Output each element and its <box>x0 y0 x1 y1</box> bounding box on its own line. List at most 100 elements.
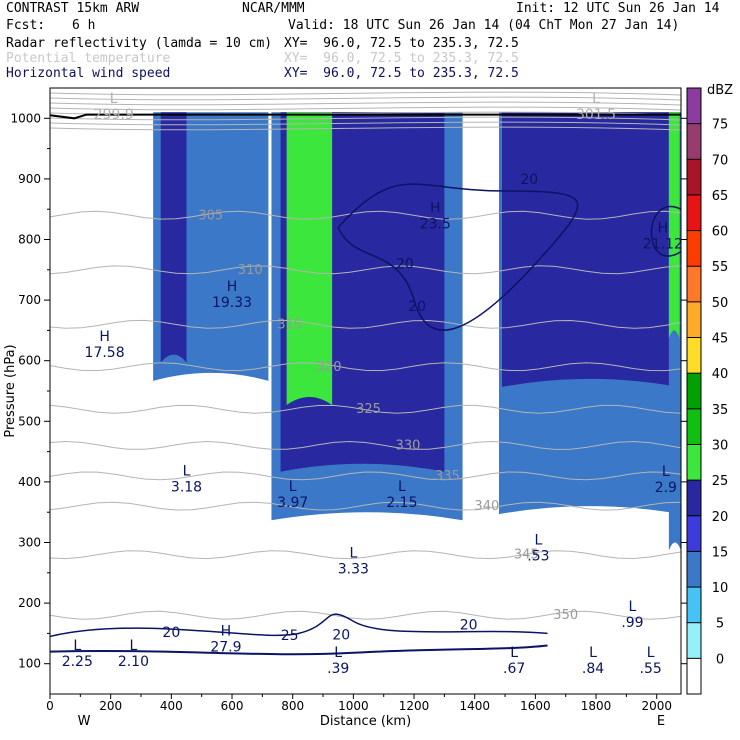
colorbar-bin <box>687 587 701 623</box>
wind-contour <box>650 206 682 257</box>
extremum-value: .67 <box>503 661 525 677</box>
extremum-type: L <box>629 599 637 615</box>
theta-contour <box>49 362 682 372</box>
colorbar-label: 45 <box>712 332 729 347</box>
extremum-value: .84 <box>582 661 604 677</box>
extremum-value: 2.25 <box>62 654 93 670</box>
wind-contours: 20 25 20 20 20 20 20 <box>49 172 682 656</box>
y-tick-label: 400 <box>18 475 41 489</box>
theta-contour <box>49 550 682 560</box>
extremum-value: .55 <box>640 661 662 677</box>
y-axis-label: Pressure (hPa) <box>3 344 18 437</box>
theta-contour-upper <box>49 91 682 96</box>
theta-contour-upper <box>49 116 682 121</box>
forecast-label: Fcst: <box>6 18 46 33</box>
extremum-value: 3.97 <box>277 495 308 511</box>
extremum-value: 17.58 <box>85 345 125 361</box>
field-name-wind: Horizontal wind speed <box>6 66 171 81</box>
west-label: W <box>78 714 91 729</box>
x-tick-label: 1400 <box>459 699 490 713</box>
extremum-type: H <box>658 220 669 236</box>
colorbar-label: 10 <box>712 581 729 596</box>
y-tick-label: 300 <box>18 536 41 550</box>
theta-label: 345 <box>514 548 539 563</box>
y-tick-label: 600 <box>18 354 41 368</box>
wind-contour <box>49 613 548 638</box>
extremum-type: L <box>130 638 138 654</box>
extremum-type: L <box>535 532 543 548</box>
theta-label: 305 <box>198 208 223 223</box>
x-tick-label: 2000 <box>641 699 672 713</box>
reflectivity-column <box>160 112 187 363</box>
colorbar-bin <box>687 301 701 338</box>
x-tick-label: 1600 <box>520 699 551 713</box>
theta-contour <box>49 501 682 511</box>
extremum-value: 3.18 <box>171 479 202 495</box>
extremum-type: L <box>510 645 518 661</box>
theta-contour-upper <box>49 101 682 106</box>
y-tick-label: 200 <box>18 596 41 610</box>
theta-contour <box>49 471 682 481</box>
colorbar-label: 75 <box>712 118 729 133</box>
theta-contour-upper <box>49 121 682 126</box>
field-xy-theta: XY= 96.0, 72.5 to 235.3, 72.5 <box>284 51 519 66</box>
colorbar-label: 15 <box>712 545 729 560</box>
theta-contour <box>49 210 682 220</box>
extremum-type: H <box>221 623 232 639</box>
extremum-type: H <box>99 329 110 345</box>
theta-label: 335 <box>435 469 460 484</box>
valid-time: Valid: 18 UTC Sun 26 Jan 14 (04 ChT Mon … <box>288 18 680 33</box>
extremum-value: 23.5 <box>420 216 451 232</box>
extremum-type: L <box>110 91 118 107</box>
extremum-value: 21.12 <box>643 236 683 252</box>
x-tick-label: 600 <box>221 699 244 713</box>
surface-line <box>49 113 681 120</box>
extremum-value: 19.33 <box>212 295 252 311</box>
extremum-value: 27.9 <box>210 639 241 655</box>
colorbar-label: 40 <box>712 367 729 382</box>
extremum-value: .39 <box>327 661 349 677</box>
theta-label: 325 <box>356 402 381 417</box>
colorbar-label: 65 <box>712 189 729 204</box>
x-tick-label: 800 <box>281 699 304 713</box>
colorbar-label: 20 <box>712 510 729 525</box>
y-tick-label: 100 <box>18 657 41 671</box>
extremum-type: L <box>349 546 357 562</box>
forecast-hour: 6 h <box>72 18 96 33</box>
colorbar-label: 25 <box>712 474 729 489</box>
y-tick-label: 900 <box>18 172 41 186</box>
colorbar-bin <box>687 88 701 124</box>
extremum-value: 2.9 <box>655 480 677 496</box>
extremum-type: H <box>430 200 441 216</box>
colorbar-bin <box>687 480 701 516</box>
reflectivity-column <box>286 112 333 406</box>
x-tick-label: 0 <box>46 699 54 713</box>
theta-label: 350 <box>553 608 578 623</box>
colorbar-label: 50 <box>712 296 729 311</box>
colorbar-bin <box>687 444 701 481</box>
theta-contours: 350 345 340 335 330 325 320 315 310 305 <box>49 91 682 623</box>
theta-label: 340 <box>474 499 499 514</box>
extremum-type: L <box>398 479 406 495</box>
colorbar-label: 55 <box>712 260 729 275</box>
extremum-type: L <box>662 464 670 480</box>
reflectivity-column <box>668 112 680 339</box>
colorbar-bin <box>687 159 701 195</box>
extremum-value: 301.5 <box>576 107 616 123</box>
theta-label: 320 <box>317 360 342 375</box>
colorbar-bin <box>687 551 701 588</box>
reflectivity-column <box>502 112 678 387</box>
colorbar-bin <box>687 230 701 267</box>
y-tick-label: 1000 <box>10 111 41 125</box>
theta-label: 315 <box>277 317 302 332</box>
colorbar-bin <box>687 337 701 374</box>
theta-label: 310 <box>238 263 263 278</box>
y-tick-label: 800 <box>18 233 41 247</box>
extremum-value: 299.9 <box>94 107 134 123</box>
x-tick-label: 1000 <box>338 699 369 713</box>
wind-contour <box>337 183 579 331</box>
extremum-type: H <box>227 279 238 295</box>
x-axis-label: Distance (km) <box>320 714 411 729</box>
wind-label: 20 <box>162 625 180 641</box>
